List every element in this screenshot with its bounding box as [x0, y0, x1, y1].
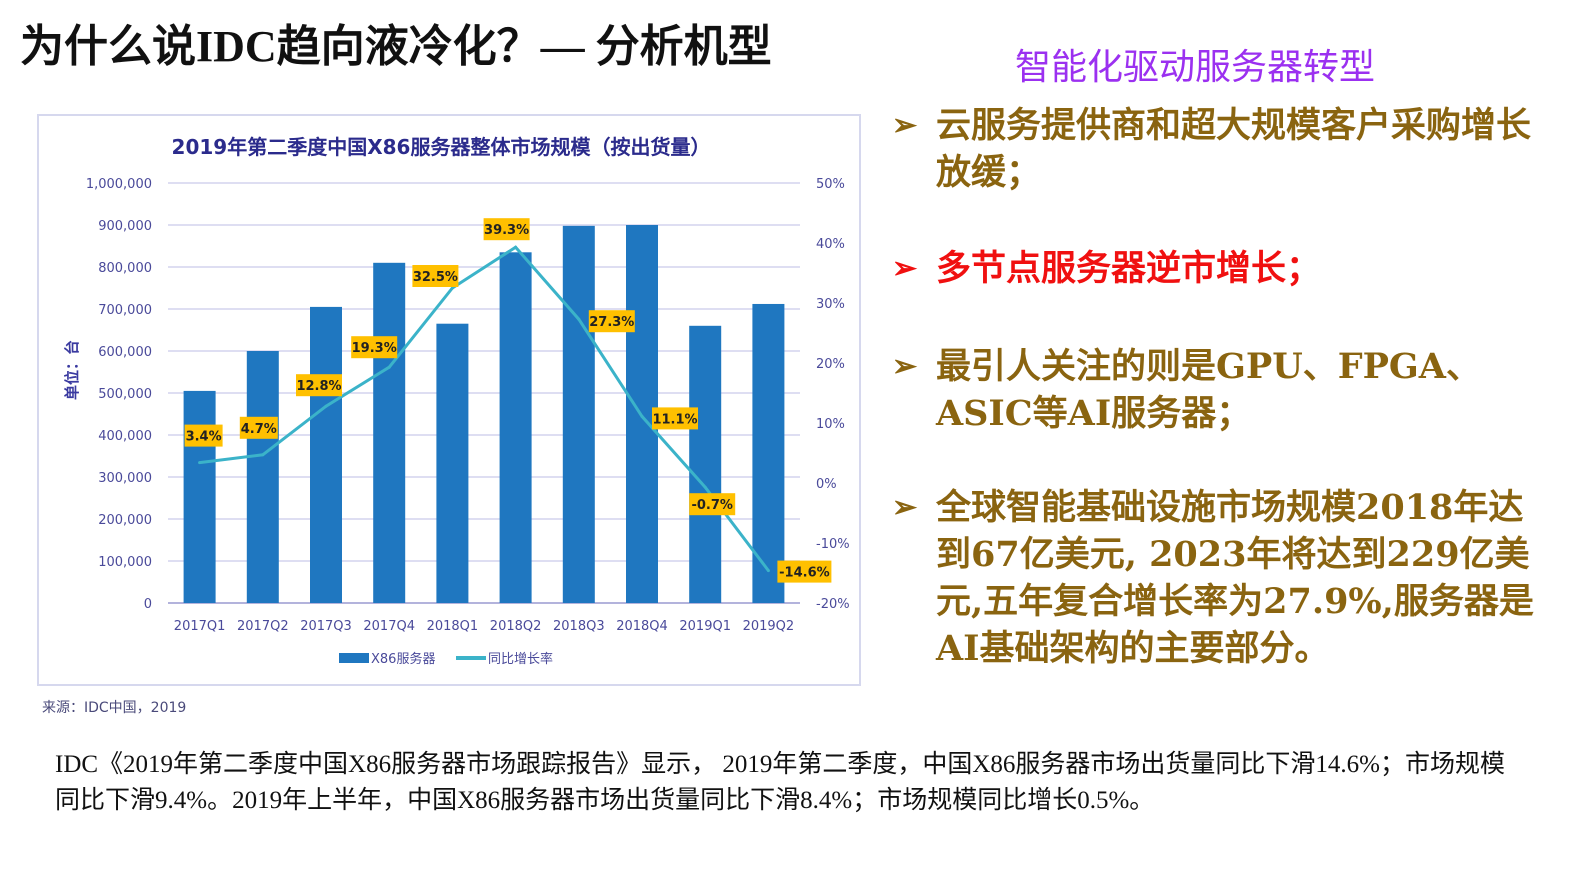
- data-label: 11.1%: [652, 412, 697, 427]
- bullet-text: 全球智能基础设施市场规模2018年达到67亿美元, 2023年将达到229亿美元…: [936, 487, 1534, 669]
- x-tick-label: 2018Q1: [427, 619, 479, 634]
- data-label-box: [588, 310, 635, 333]
- bar: [436, 323, 469, 603]
- arrow-bullet-icon: ➢: [892, 490, 918, 525]
- bullet-item-highlight: ➢ 多节点服务器逆市增长；: [892, 245, 1321, 292]
- x-tick-label: 2019Q1: [679, 619, 731, 634]
- y-tick-label: 0: [144, 597, 152, 612]
- x-tick-label: 2017Q2: [237, 619, 289, 634]
- growth-point: [577, 317, 581, 321]
- bar: [499, 252, 532, 604]
- bar: [752, 303, 785, 603]
- y-tick-label: 500,000: [98, 387, 152, 402]
- bar: [246, 351, 279, 603]
- data-label-box: [296, 374, 342, 397]
- bullet-text: 最引人关注的则是GPU、FPGA、ASIC等AI服务器；: [936, 346, 1481, 434]
- data-label: 27.3%: [589, 315, 634, 330]
- bar: [373, 262, 406, 603]
- data-label: -14.6%: [779, 566, 830, 581]
- arrow-bullet-icon: ➢: [892, 251, 918, 286]
- data-label: -0.7%: [691, 498, 732, 513]
- y2-tick-label: 0%: [816, 477, 837, 492]
- data-label: 4.7%: [241, 422, 277, 437]
- bar: [183, 390, 216, 603]
- bullet-text: 多节点服务器逆市增长；: [936, 248, 1322, 289]
- y-tick-label: 800,000: [98, 261, 152, 276]
- data-label: 12.8%: [296, 379, 341, 394]
- growth-point: [387, 365, 391, 369]
- y-tick-label: 900,000: [98, 219, 152, 234]
- arrow-bullet-icon: ➢: [892, 108, 918, 143]
- bar: [310, 306, 342, 603]
- x-tick-label: 2018Q2: [490, 619, 542, 634]
- bullet-item: ➢ 全球智能基础设施市场规模2018年达到67亿美元, 2023年将达到229亿美…: [892, 484, 1552, 672]
- growth-point: [198, 461, 202, 465]
- y-tick-label: 200,000: [98, 513, 152, 528]
- data-label-box: [689, 493, 736, 516]
- y2-tick-label: 20%: [816, 357, 845, 372]
- data-label-box: [184, 424, 223, 447]
- y-tick-label: 700,000: [98, 303, 152, 318]
- bullet-text: 云服务提供商和超大规模客户采购增长放缓；: [936, 105, 1532, 193]
- data-label-box: [239, 416, 278, 439]
- bullet-item: ➢ 云服务提供商和超大规模客户采购增长放缓；: [892, 102, 1552, 196]
- y2-tick-label: 50%: [816, 177, 845, 192]
- y2-tick-label: 30%: [816, 297, 845, 312]
- data-label-box: [652, 407, 698, 430]
- legend-label-bar: X86服务器: [371, 651, 435, 667]
- data-label-box: [483, 218, 530, 241]
- y-tick-label: 1,000,000: [86, 177, 152, 192]
- x-tick-label: 2018Q4: [616, 619, 668, 634]
- data-label-box: [412, 265, 459, 287]
- y-tick-label: 600,000: [98, 345, 152, 360]
- chart-source: 来源：IDC中国，2019: [42, 700, 187, 716]
- y-axis-label: 单位：台: [63, 340, 81, 400]
- bar: [562, 225, 595, 603]
- data-label-box: [777, 560, 832, 583]
- slide-title: 为什么说IDC趋向液冷化？— 分析机型: [20, 22, 772, 71]
- bullet-item: ➢ 最引人关注的则是GPU、FPGA、ASIC等AI服务器；: [892, 343, 1552, 437]
- chart-title: 2019年第二季度中国X86服务器整体市场规模（按出货量）: [172, 135, 711, 159]
- arrow-bullet-icon: ➢: [892, 349, 918, 384]
- growth-point: [640, 414, 644, 418]
- data-label: 19.3%: [352, 341, 397, 356]
- bar: [689, 325, 722, 603]
- y2-tick-label: 40%: [816, 237, 845, 252]
- data-label: 3.4%: [186, 430, 222, 445]
- bottom-paragraph: IDC《2019年第二季度中国X86服务器市场跟踪报告》显示， 2019年第二季…: [55, 751, 1505, 814]
- y-tick-label: 100,000: [98, 555, 152, 570]
- x-tick-label: 2019Q2: [743, 619, 795, 634]
- data-label: 39.3%: [484, 223, 529, 238]
- data-label-box: [351, 336, 398, 359]
- growth-point: [324, 404, 328, 408]
- y2-tick-label: -20%: [816, 597, 850, 612]
- y2-tick-label: -10%: [816, 537, 850, 552]
- data-label: 32.5%: [413, 270, 458, 285]
- panel-title: 智能化驱动服务器转型: [1015, 47, 1376, 88]
- growth-point: [514, 245, 518, 249]
- legend-swatch-line: [456, 656, 486, 660]
- x-tick-label: 2017Q1: [174, 619, 226, 634]
- growth-line: [199, 245, 770, 572]
- legend-swatch-bar: [339, 653, 369, 663]
- growth-point: [450, 286, 454, 290]
- growth-point: [703, 485, 707, 489]
- y-tick-label: 400,000: [98, 429, 152, 444]
- growth-point: [766, 569, 770, 573]
- x-tick-label: 2017Q3: [300, 619, 352, 634]
- legend-label-line: 同比增长率: [488, 651, 553, 667]
- x-tick-label: 2017Q4: [363, 619, 415, 634]
- legend: X86服务器 同比增长率: [339, 651, 553, 667]
- y2-tick-label: 10%: [816, 417, 845, 432]
- y-tick-label: 300,000: [98, 471, 152, 486]
- growth-point: [261, 453, 265, 457]
- x-tick-label: 2018Q3: [553, 619, 605, 634]
